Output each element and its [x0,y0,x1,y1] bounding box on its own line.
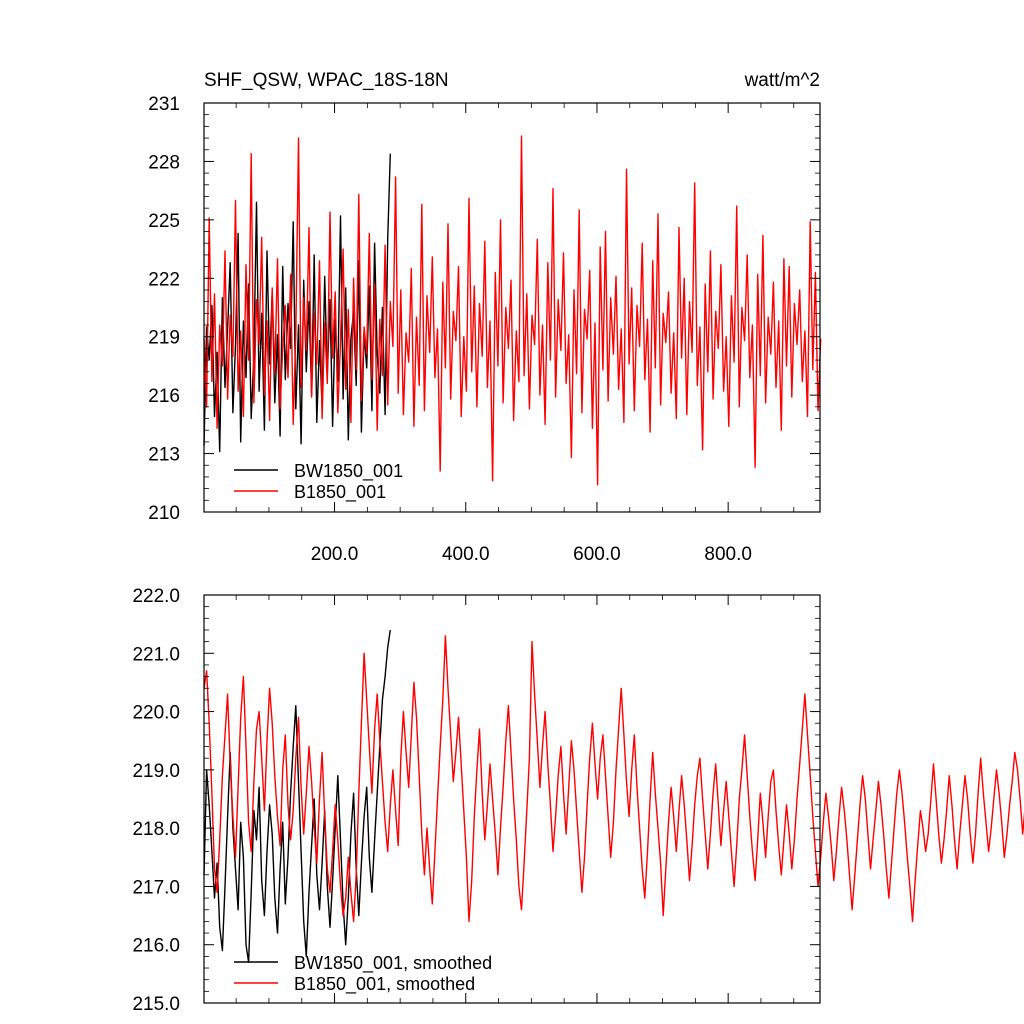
top-panel: SHF_QSW, WPAC_18S-18N watt/m^2 210 213 216… [148,70,822,565]
y-tick-label: 219 [148,328,180,349]
y-tick-label: 216 [148,386,180,407]
y-tick-label: 218.0 [132,819,180,840]
y-tick-label: 210 [148,503,180,524]
legend-label: BW1850_001, smoothed [294,953,492,974]
plot-frame [203,102,821,513]
series-line-b1850 [203,135,822,486]
x-tick-label: 200.0 [311,544,359,565]
legend-label: B1850_001 [294,482,386,503]
series-line-bw1850 [203,153,391,453]
y-tick-label: 222 [148,269,180,290]
y-tick-label: 222.0 [132,586,180,607]
y-tick-label: 231 [148,94,180,115]
x-tick-label: 400.0 [442,544,490,565]
top-plot-area: 210 213 216 219 222 225 228 231 200.0 400.0 600.0 8… [148,94,822,565]
bottom-plot-area: 215.0 216.0 217.0 218.0 219.0 220.0 221.0 222.0… [132,586,1024,1015]
y-tick-label: 228 [148,152,180,173]
y-tick-label: 216.0 [132,936,180,957]
legend-label: BW1850_001 [294,461,403,482]
y-tick-label: 220.0 [132,703,180,724]
y-tick-label: 219.0 [132,761,180,782]
bottom-panel: 215.0 216.0 217.0 218.0 219.0 220.0 221.0 222.0… [132,586,1024,1015]
y-tick-label: 225 [148,211,180,232]
x-tick-label: 800.0 [704,544,752,565]
y-tick-label: 217.0 [132,877,180,898]
y-tick-label: 221.0 [132,644,180,665]
y-tick-label: 215.0 [132,994,180,1015]
y-tick-label: 213 [148,445,180,466]
legend-label: B1850_001, smoothed [294,974,475,995]
x-tick-label: 600.0 [573,544,621,565]
plot-frame [203,594,821,1004]
series-line-b1850 [203,635,1024,923]
top-chart-units: watt/m^2 [744,70,820,91]
top-chart-title: SHF_QSW, WPAC_18S-18N [204,70,449,91]
